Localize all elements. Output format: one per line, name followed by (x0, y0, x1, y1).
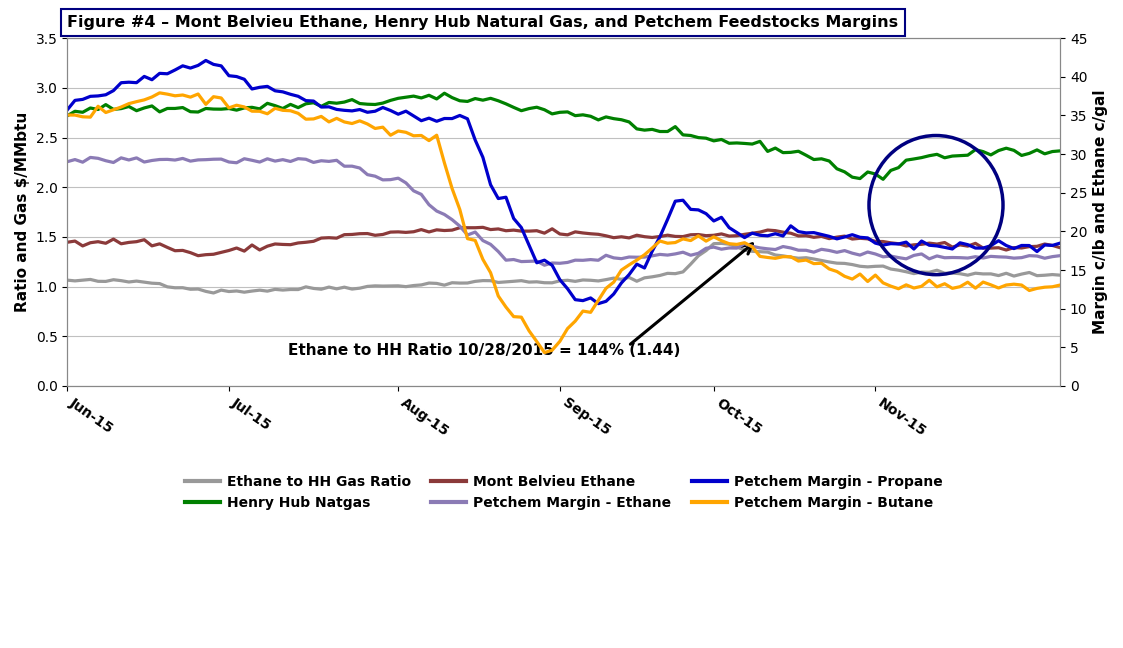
Legend: Ethane to HH Gas Ratio, Henry Hub Natgas, Mont Belvieu Ethane, Petchem Margin - : Ethane to HH Gas Ratio, Henry Hub Natgas… (180, 469, 948, 516)
Y-axis label: Margin c/lb and Ethane c/gal: Margin c/lb and Ethane c/gal (1093, 90, 1108, 334)
Y-axis label: Ratio and Gas $/MMbtu: Ratio and Gas $/MMbtu (15, 112, 30, 312)
Text: Ethane to HH Ratio 10/28/2015 = 144% (1.44): Ethane to HH Ratio 10/28/2015 = 144% (1.… (289, 343, 681, 358)
Text: Figure #4 – Mont Belvieu Ethane, Henry Hub Natural Gas, and Petchem Feedstocks M: Figure #4 – Mont Belvieu Ethane, Henry H… (67, 15, 898, 30)
